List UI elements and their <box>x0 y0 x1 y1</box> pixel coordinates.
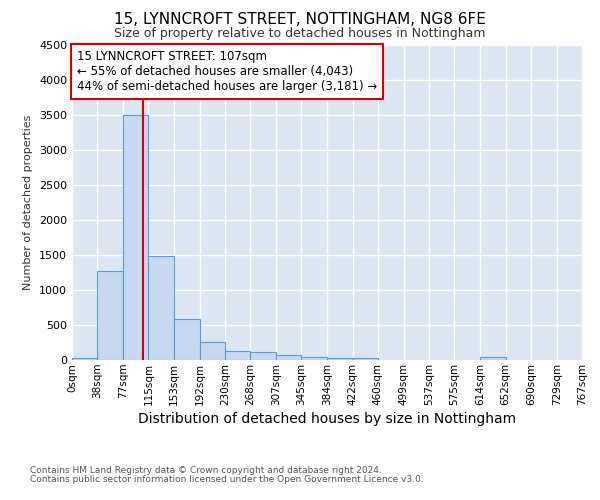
Bar <box>97 271 123 360</box>
Bar <box>328 358 353 360</box>
Bar <box>174 320 200 360</box>
Bar <box>353 358 378 360</box>
Text: Contains HM Land Registry data © Crown copyright and database right 2024.: Contains HM Land Registry data © Crown c… <box>30 466 382 475</box>
Bar <box>480 357 506 360</box>
Bar <box>123 115 148 360</box>
Y-axis label: Number of detached properties: Number of detached properties <box>23 115 34 290</box>
Bar <box>301 356 328 360</box>
Bar <box>72 358 97 360</box>
Bar <box>200 342 225 360</box>
Bar <box>276 355 301 360</box>
Bar <box>148 256 174 360</box>
Text: Contains public sector information licensed under the Open Government Licence v3: Contains public sector information licen… <box>30 475 424 484</box>
Bar <box>225 350 250 360</box>
Text: Size of property relative to detached houses in Nottingham: Size of property relative to detached ho… <box>114 28 486 40</box>
Text: Distribution of detached houses by size in Nottingham: Distribution of detached houses by size … <box>138 412 516 426</box>
Text: 15 LYNNCROFT STREET: 107sqm
← 55% of detached houses are smaller (4,043)
44% of : 15 LYNNCROFT STREET: 107sqm ← 55% of det… <box>77 50 377 92</box>
Bar <box>250 352 276 360</box>
Text: 15, LYNNCROFT STREET, NOTTINGHAM, NG8 6FE: 15, LYNNCROFT STREET, NOTTINGHAM, NG8 6F… <box>114 12 486 28</box>
